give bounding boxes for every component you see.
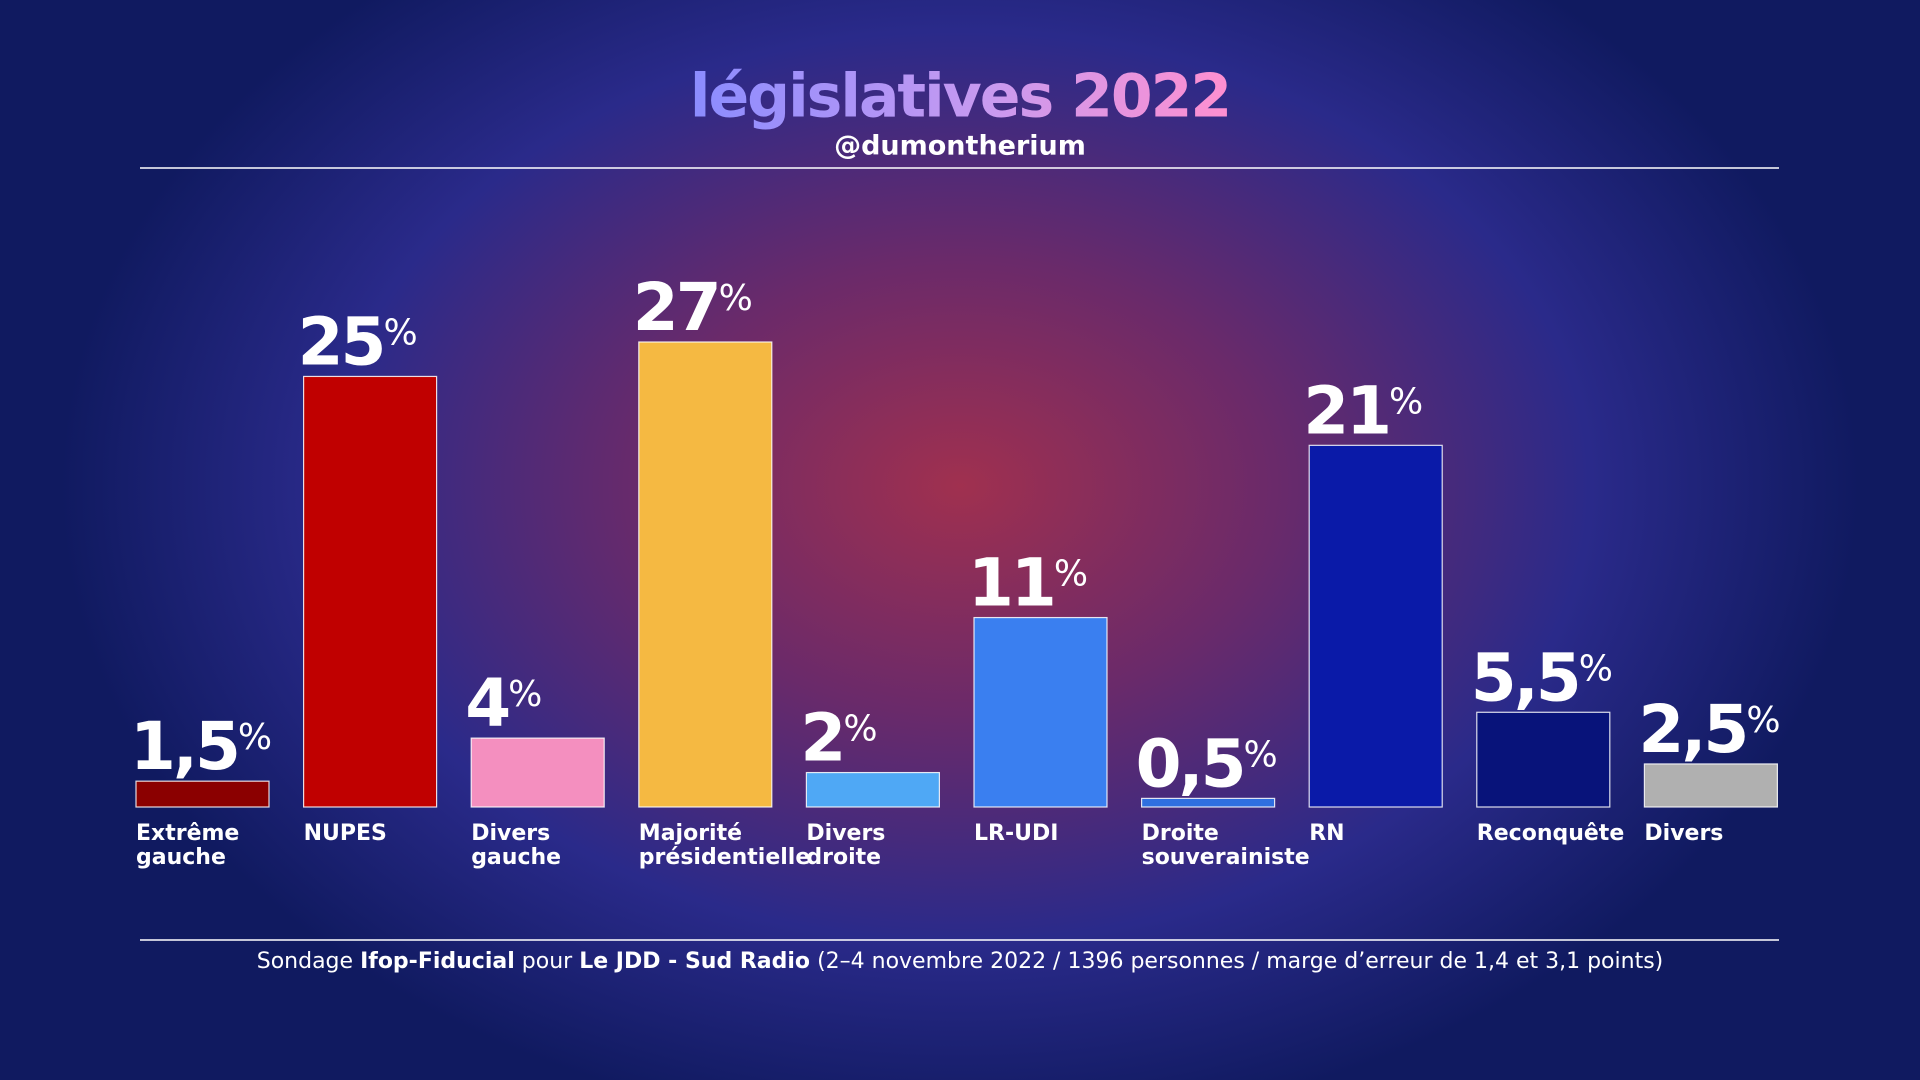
value-number: 25: [298, 303, 384, 380]
x-tick-line: gauche: [471, 845, 561, 870]
bar: [805, 771, 941, 808]
value-label: 1,5%: [130, 708, 272, 785]
x-tick-line: LR-UDI: [974, 821, 1058, 846]
bar: [135, 780, 270, 808]
x-tick-line: Droite: [1142, 821, 1219, 846]
value-number: 1,5: [130, 708, 238, 785]
value-number: 21: [1303, 372, 1389, 449]
value-label: 0,5%: [1136, 725, 1278, 802]
bar: [1308, 444, 1443, 808]
x-tick-label: NUPES: [304, 821, 387, 846]
x-tick-line: Majorité: [639, 821, 742, 846]
value-number: 27: [633, 269, 719, 346]
x-tick-line: gauche: [136, 845, 226, 870]
bar: [470, 737, 605, 808]
value-label: 11%: [968, 545, 1088, 622]
value-label: 5,5%: [1471, 639, 1613, 716]
value-unit: %: [1746, 700, 1780, 741]
x-tick-label: Droite souverainiste: [1142, 821, 1310, 870]
value-label: 2%: [800, 700, 877, 777]
value-label: 4%: [465, 665, 542, 742]
value-unit: %: [383, 312, 417, 353]
x-tick-line: NUPES: [304, 821, 387, 846]
value-number: 5,5: [1471, 639, 1579, 716]
value-unit: %: [719, 278, 753, 319]
bar: [1476, 711, 1611, 808]
value-unit: %: [1244, 734, 1278, 775]
x-tick-line: droite: [806, 845, 881, 870]
x-tick-label: Reconquête: [1477, 821, 1624, 846]
value-unit: %: [1579, 648, 1613, 689]
x-tick-label: Divers: [1644, 821, 1723, 846]
value-number: 2: [800, 700, 843, 777]
x-tick-line: Reconquête: [1477, 821, 1624, 846]
bar: [638, 341, 773, 808]
x-tick-label: Majorité présidentielle: [639, 821, 810, 870]
value-number: 0,5: [1136, 725, 1244, 802]
x-tick-line: Divers: [806, 821, 885, 846]
bar: [1140, 797, 1276, 808]
x-tick-label: LR-UDI: [974, 821, 1058, 846]
value-unit: %: [1054, 554, 1088, 595]
x-tick-label: RN: [1309, 821, 1344, 846]
source-pollster: Ifop-Fiducial: [360, 949, 515, 974]
x-tick-label: Extrême gauche: [136, 821, 239, 870]
value-unit: %: [238, 717, 272, 758]
value-label: 21%: [1303, 372, 1423, 449]
chart-title: législatives 2022: [690, 62, 1230, 132]
x-tick-line: Divers: [471, 821, 550, 846]
value-number: 2,5: [1638, 691, 1746, 768]
source-client: Le JDD - Sud Radio: [579, 949, 810, 974]
bar: [1643, 763, 1779, 808]
x-tick-label: Divers droite: [806, 821, 885, 870]
x-tick-line: RN: [1309, 821, 1344, 846]
value-label: 25%: [298, 303, 418, 380]
source-mid: pour: [522, 949, 573, 974]
value-label: 27%: [633, 269, 753, 346]
chart-subtitle: @dumontherium: [834, 131, 1086, 162]
source-prefix: Sondage: [257, 949, 353, 974]
x-tick-line: Extrême: [136, 821, 239, 846]
x-tick-line: présidentielle: [639, 845, 810, 870]
value-label: 2,5%: [1638, 691, 1780, 768]
x-tick-line: Divers: [1644, 821, 1723, 846]
value-unit: %: [843, 709, 877, 750]
x-tick-label: Divers gauche: [471, 821, 561, 870]
source-details: (2–4 novembre 2022 / 1396 personnes / ma…: [817, 949, 1663, 974]
value-unit: %: [508, 674, 542, 715]
value-unit: %: [1389, 381, 1423, 422]
bar: [973, 616, 1108, 808]
x-tick-line: souverainiste: [1142, 845, 1310, 870]
bar: [303, 375, 438, 808]
value-number: 4: [465, 665, 508, 742]
value-number: 11: [968, 545, 1054, 622]
source-note: Sondage Ifop-Fiducial pour Le JDD - Sud …: [257, 949, 1664, 974]
